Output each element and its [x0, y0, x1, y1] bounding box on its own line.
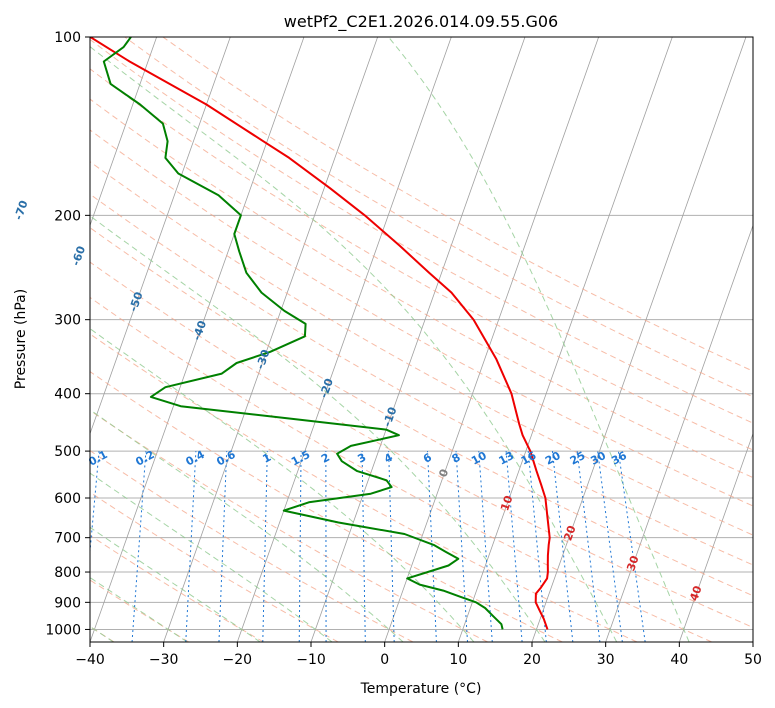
mixing-ratio-line — [361, 451, 366, 642]
mixing-ratio-line — [298, 451, 302, 642]
moist-adiabat — [90, 526, 261, 642]
isotherm-line — [531, 37, 747, 642]
temperature-profile-line — [90, 37, 551, 630]
moist-adiabat — [90, 409, 404, 642]
chart-title: wetPf2_C2E1.2026.014.09.55.G06 — [284, 12, 558, 32]
y-tick-label: 400 — [54, 387, 81, 403]
dry-adiabat — [90, 227, 753, 597]
y-tick-label: 200 — [54, 208, 81, 224]
x-tick-label: 40 — [670, 652, 688, 668]
mixing-ratio-line — [388, 451, 395, 642]
y-tick-label: 800 — [54, 565, 81, 581]
mixing-ratio-line — [185, 451, 197, 642]
dry-adiabat — [90, 409, 488, 642]
isotherm-label: -60 — [69, 244, 88, 267]
y-tick-label: 1000 — [45, 622, 81, 638]
axis-layer: −40 −30 −20 −10 0 10 20 30 40 5010020030040050060… — [45, 30, 762, 668]
mixing-ratio-label: 25 — [568, 449, 588, 468]
x-tick-label: −40 — [75, 652, 105, 668]
isotherm-line — [90, 37, 158, 227]
isotherm-line — [752, 640, 753, 642]
mixing-ratio-line — [262, 451, 268, 642]
dry-adiabat — [162, 37, 753, 372]
mixing-ratio-label: 36 — [609, 449, 629, 468]
y-tick-label: 300 — [54, 313, 81, 329]
isotherm-line — [457, 37, 673, 642]
isotherm-line — [90, 37, 305, 642]
isotherm-label: 40 — [687, 584, 704, 603]
isotherm-label: -30 — [254, 347, 273, 370]
dry-adiabat — [90, 261, 753, 629]
isotherm-line — [0, 37, 9, 642]
x-tick-label: 0 — [380, 652, 389, 668]
plot-frame — [89, 36, 754, 643]
dry-adiabat — [90, 333, 638, 642]
isotherm-line — [236, 37, 452, 642]
dewpoint-profile-line — [102, 37, 504, 630]
dry-adiabat — [90, 129, 753, 507]
isotherm-line — [90, 37, 231, 435]
grid-layer — [0, 37, 753, 642]
mixing-ratio-label: 10 — [469, 449, 489, 468]
mixing-ratio-label: 13 — [497, 449, 517, 468]
mixing-ratio-line — [527, 451, 547, 642]
dry-adiabat — [90, 534, 264, 642]
data-layer — [90, 37, 551, 630]
moist-adiabat — [90, 215, 546, 642]
isotherm-line — [163, 37, 379, 642]
dry-adiabat — [90, 98, 753, 479]
dry-adiabat — [90, 161, 753, 536]
moist-adiabat — [90, 46, 618, 642]
isotherm-label: -50 — [127, 290, 146, 313]
mixing-ratio-line — [478, 451, 493, 642]
plot-background — [90, 37, 753, 642]
mixing-ratio-line — [218, 451, 228, 642]
mixing-ratio-line — [427, 451, 437, 642]
isotherm-label: -10 — [381, 405, 400, 428]
x-axis-label: Temperature (°C) — [360, 681, 482, 697]
isotherm-label: -70 — [12, 198, 31, 221]
isotherm-label: -40 — [190, 319, 209, 342]
x-tick-label: −10 — [296, 652, 326, 668]
x-tick-label: −20 — [223, 652, 253, 668]
mixing-ratio-line — [576, 451, 601, 642]
moist-adiabat — [90, 472, 333, 642]
y-tick-label: 500 — [54, 444, 81, 460]
x-tick-label: 20 — [523, 652, 541, 668]
isotherm-label: 0 — [436, 467, 451, 479]
mixing-ratio-line — [597, 451, 623, 642]
mixing-ratio-line — [455, 451, 469, 642]
y-axis-label: Pressure (hPa) — [13, 289, 29, 389]
x-tick-label: 50 — [744, 652, 762, 668]
y-tick-label: 600 — [54, 491, 81, 507]
y-tick-label: 900 — [54, 595, 81, 611]
dry-adiabat — [90, 68, 753, 451]
mixing-ratio-line — [505, 451, 523, 642]
mixing-ratio-label: 16 — [519, 449, 539, 468]
isotherm-line — [605, 224, 753, 642]
mixing-ratio-line — [131, 451, 147, 642]
isotherm-label: 30 — [624, 554, 641, 573]
x-tick-label: 10 — [449, 652, 467, 668]
x-tick-label: 30 — [597, 652, 615, 668]
isotherm-line — [678, 432, 753, 642]
mixing-ratio-label: 20 — [543, 449, 563, 468]
dry-adiabat — [90, 371, 563, 642]
mixing-ratio-label: 30 — [588, 449, 608, 468]
mixing-ratio-line — [617, 451, 646, 642]
x-tick-label: −30 — [149, 652, 179, 668]
mixing-ratio-line — [551, 451, 574, 642]
dry-adiabat — [90, 193, 753, 566]
moist-adiabat — [388, 37, 690, 642]
y-tick-label: 100 — [54, 30, 81, 46]
isotherm-label: -20 — [317, 376, 336, 399]
dry-adiabat — [90, 296, 712, 642]
isotherm-label: 10 — [498, 494, 515, 513]
isotherm-line — [384, 37, 600, 642]
dry-adiabat — [90, 491, 339, 642]
isotherm-label: 20 — [561, 524, 578, 543]
y-tick-label: 700 — [54, 531, 81, 547]
moist-adiabat — [90, 328, 475, 642]
